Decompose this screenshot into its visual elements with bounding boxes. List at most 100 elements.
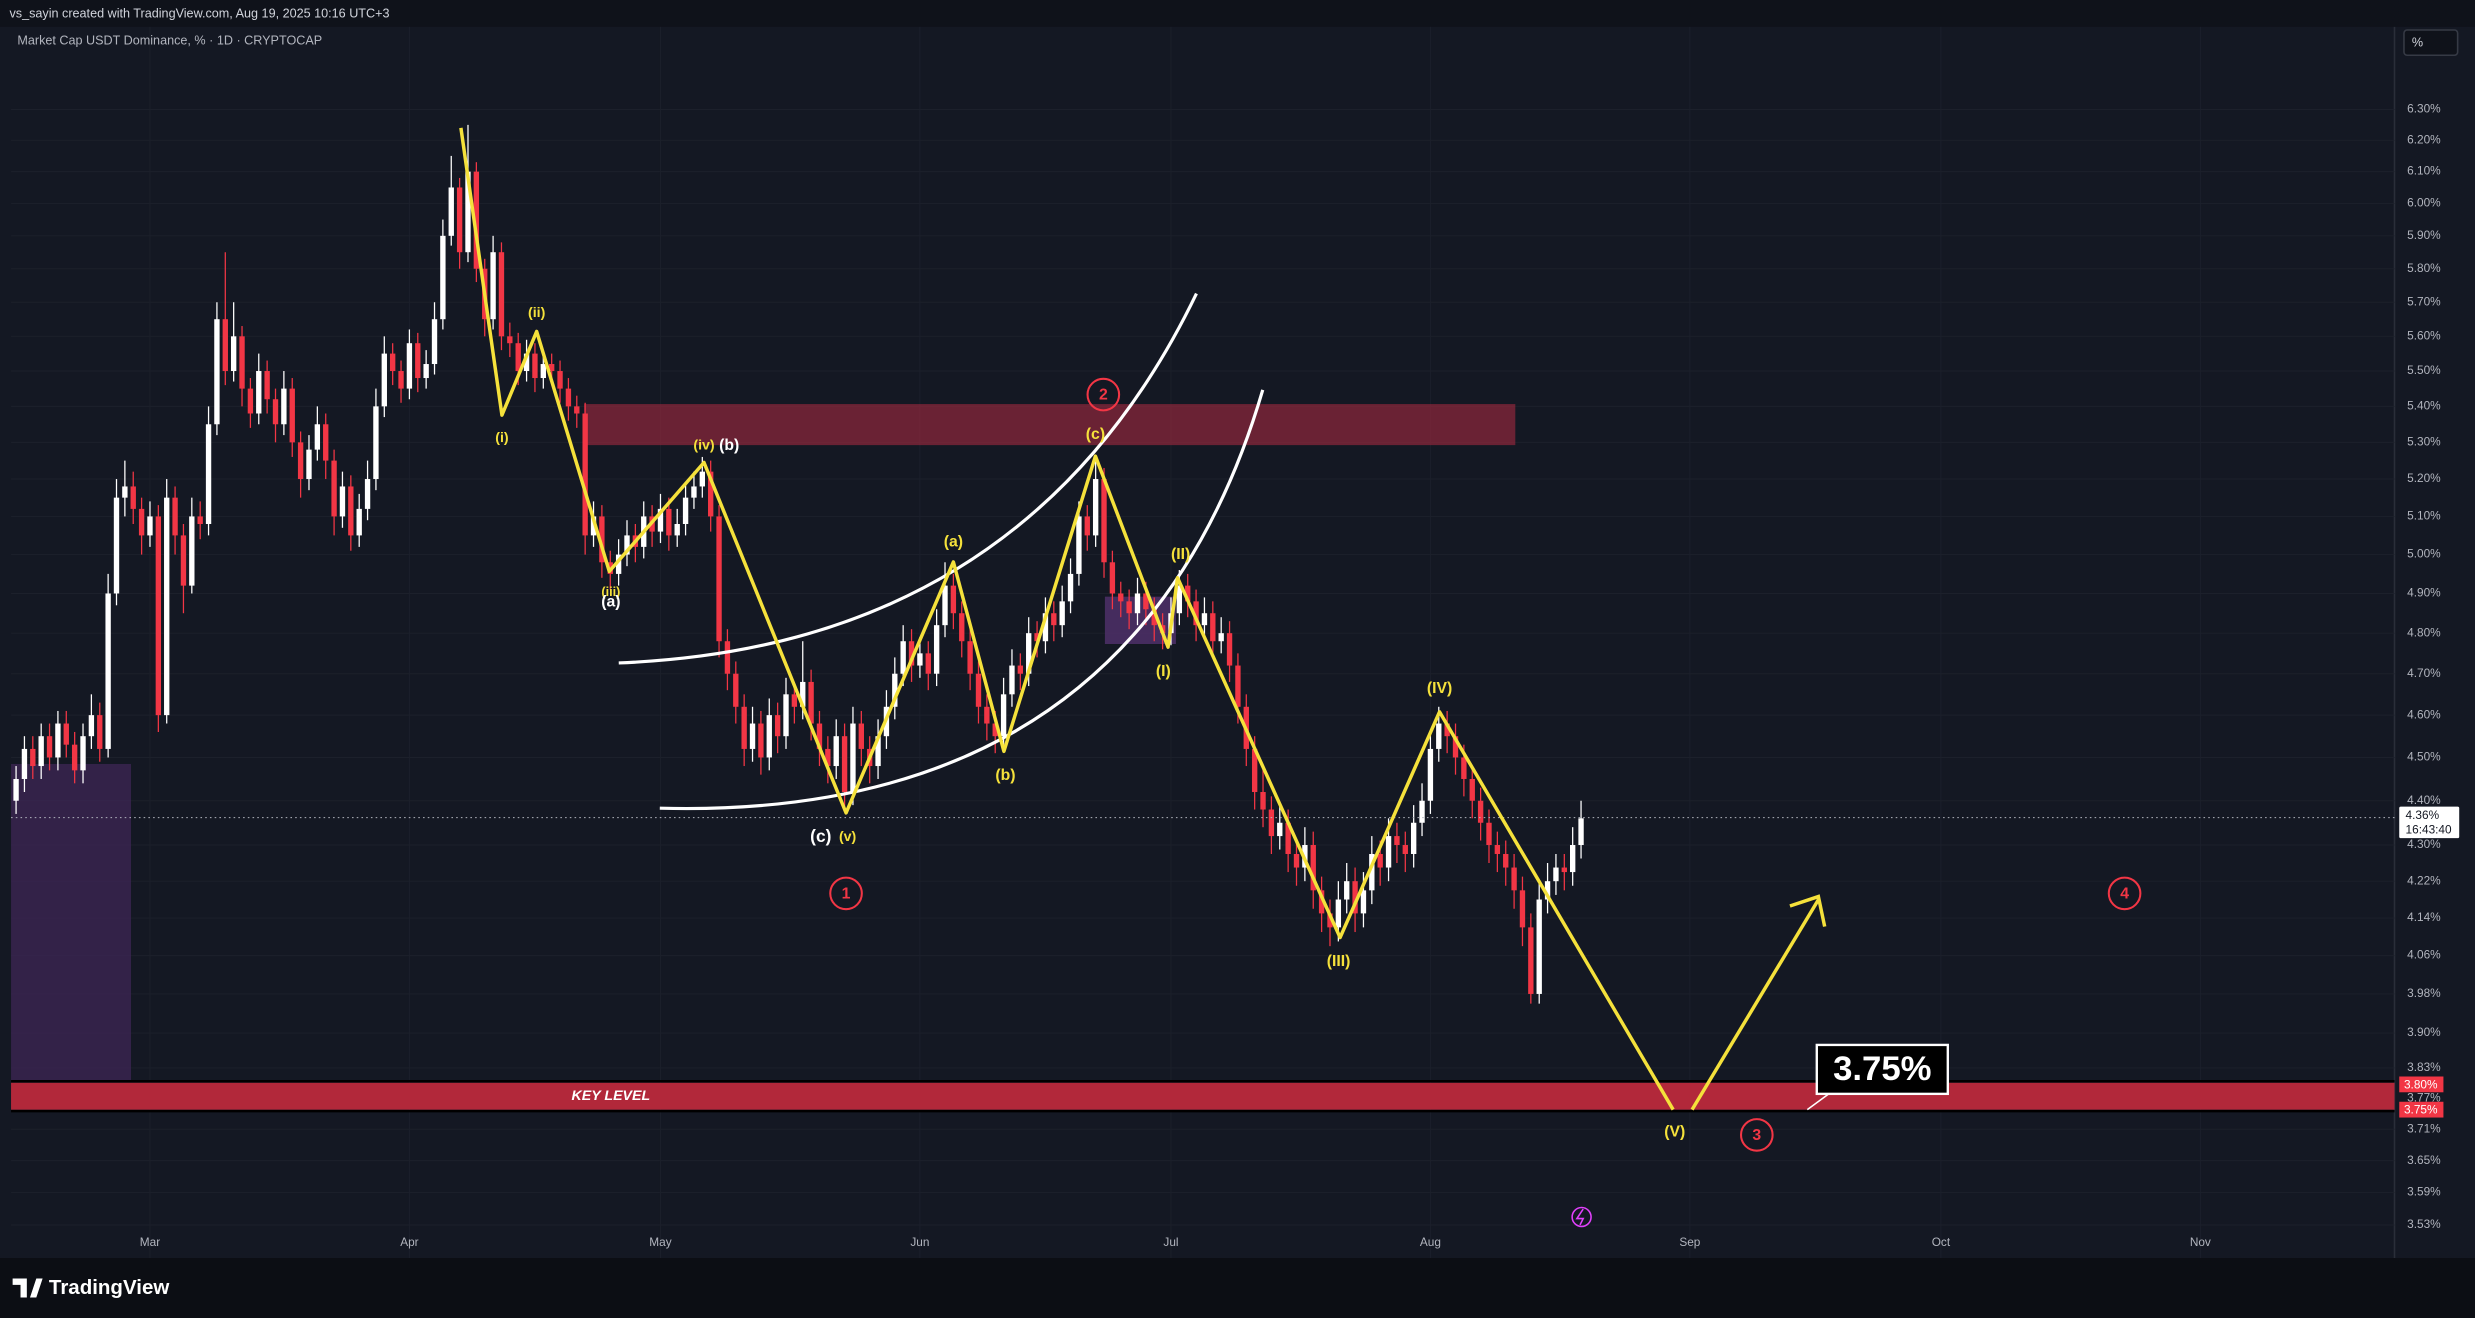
candle-body	[155, 516, 162, 716]
wave-label: (ii)	[528, 305, 546, 321]
candle-body	[917, 653, 923, 666]
candle-body	[1377, 853, 1383, 868]
y-tick-label: 4.60%	[2407, 707, 2441, 721]
candle-body	[992, 723, 998, 737]
candle-body	[833, 736, 839, 767]
candle-body	[130, 486, 136, 509]
candle-body	[80, 736, 86, 771]
candle-body	[1193, 601, 1199, 626]
x-tick-label: Mar	[140, 1235, 160, 1249]
candle-body	[724, 641, 731, 674]
candle-body	[448, 187, 454, 236]
candle-body	[398, 371, 404, 389]
curve	[618, 292, 1198, 665]
footer-bar	[0, 1258, 2475, 1318]
candle-body	[766, 715, 772, 758]
candle-body	[289, 388, 295, 443]
arrow-head	[1789, 894, 1827, 927]
candle-body	[1042, 613, 1049, 642]
event-icon[interactable]	[1575, 1208, 1585, 1226]
candle-body	[1344, 881, 1350, 900]
candle-body	[147, 516, 153, 536]
candle-body	[507, 336, 513, 344]
candle-body	[523, 353, 530, 372]
candle-body	[950, 585, 957, 614]
candle-body	[1310, 845, 1316, 891]
curve	[659, 389, 1265, 811]
candle-body	[364, 479, 371, 509]
candle-body	[1394, 836, 1400, 846]
x-tick-label: Aug	[1420, 1235, 1441, 1249]
last-price-box	[2399, 806, 2460, 839]
candle-body	[1402, 845, 1408, 854]
wave-label: (I)	[1156, 663, 1171, 680]
candle-body	[892, 673, 898, 707]
candle-body	[666, 508, 672, 536]
candle-body	[1134, 593, 1141, 614]
candle-body	[1578, 818, 1584, 846]
candle-body	[791, 694, 798, 707]
candle-body	[490, 252, 496, 320]
candle-body	[1318, 890, 1325, 914]
y-tick-label: 4.22%	[2407, 873, 2441, 887]
candle-body	[247, 388, 254, 414]
wave-label: (b)	[719, 437, 739, 454]
scale-button-label[interactable]: %	[2412, 36, 2423, 50]
candle-body	[239, 336, 245, 389]
wave-circle	[1739, 1118, 1774, 1152]
x-tick-label: Oct	[1932, 1235, 1951, 1249]
candle-body	[875, 736, 881, 767]
y-tick-label: 5.90%	[2407, 228, 2441, 242]
candle-body	[1076, 516, 1082, 574]
candle-body	[1151, 609, 1157, 626]
candle-body	[180, 535, 187, 586]
candle-body	[71, 744, 78, 771]
y-tick-label: 4.14%	[2407, 910, 2441, 924]
candle-body	[1544, 881, 1551, 900]
candle-body	[230, 336, 237, 372]
y-tick-label: 5.10%	[2407, 509, 2441, 523]
candle-body	[138, 508, 145, 536]
y-tick-label: 6.10%	[2407, 164, 2441, 178]
candle-body	[339, 486, 346, 517]
y-tick-label: 5.00%	[2407, 547, 2441, 561]
event-icon[interactable]	[1571, 1206, 1592, 1228]
y-tick-label: 6.00%	[2407, 196, 2441, 210]
wave-label: (a)	[944, 533, 963, 550]
wave-label: (iii)	[601, 585, 620, 599]
wave-label: (III)	[1327, 953, 1351, 970]
candle-body	[841, 736, 848, 793]
candle-body	[1503, 853, 1509, 868]
price-labels: 4.36% 16:43:40 3.80% 3.75%	[2399, 806, 2460, 1118]
candle-body	[498, 252, 505, 337]
wave-path	[459, 127, 1675, 1111]
countdown-label: 16:43:40	[2406, 822, 2452, 836]
candle-body	[540, 364, 546, 379]
y-tick-label: 5.40%	[2407, 398, 2441, 412]
candle-body	[1226, 633, 1233, 666]
candle-body	[1553, 867, 1559, 882]
candle-body	[331, 460, 337, 517]
candle-body	[389, 353, 396, 372]
candle-body	[1210, 613, 1216, 642]
logo-text: TradingView	[49, 1276, 169, 1299]
candle-body	[197, 516, 203, 524]
candle-body	[615, 554, 622, 574]
candle-body	[984, 706, 990, 724]
wave-label: (i)	[495, 430, 509, 446]
candle-body	[1293, 853, 1300, 868]
candle-body	[1176, 585, 1183, 614]
candle-body	[1118, 593, 1124, 602]
level-label: 3.75%	[2404, 1103, 2438, 1117]
candle-body	[1277, 822, 1283, 837]
y-tick-label: 5.30%	[2407, 434, 2441, 448]
candle-body	[256, 371, 262, 414]
scale-button[interactable]	[2403, 29, 2459, 57]
candle-body	[1201, 613, 1208, 626]
candle-body	[423, 364, 429, 379]
wave-label: (IV)	[1427, 680, 1452, 697]
candle-body	[900, 641, 906, 674]
wave-label: (iv)	[693, 438, 715, 454]
candle-body	[716, 516, 722, 642]
candle-body	[1511, 867, 1517, 891]
